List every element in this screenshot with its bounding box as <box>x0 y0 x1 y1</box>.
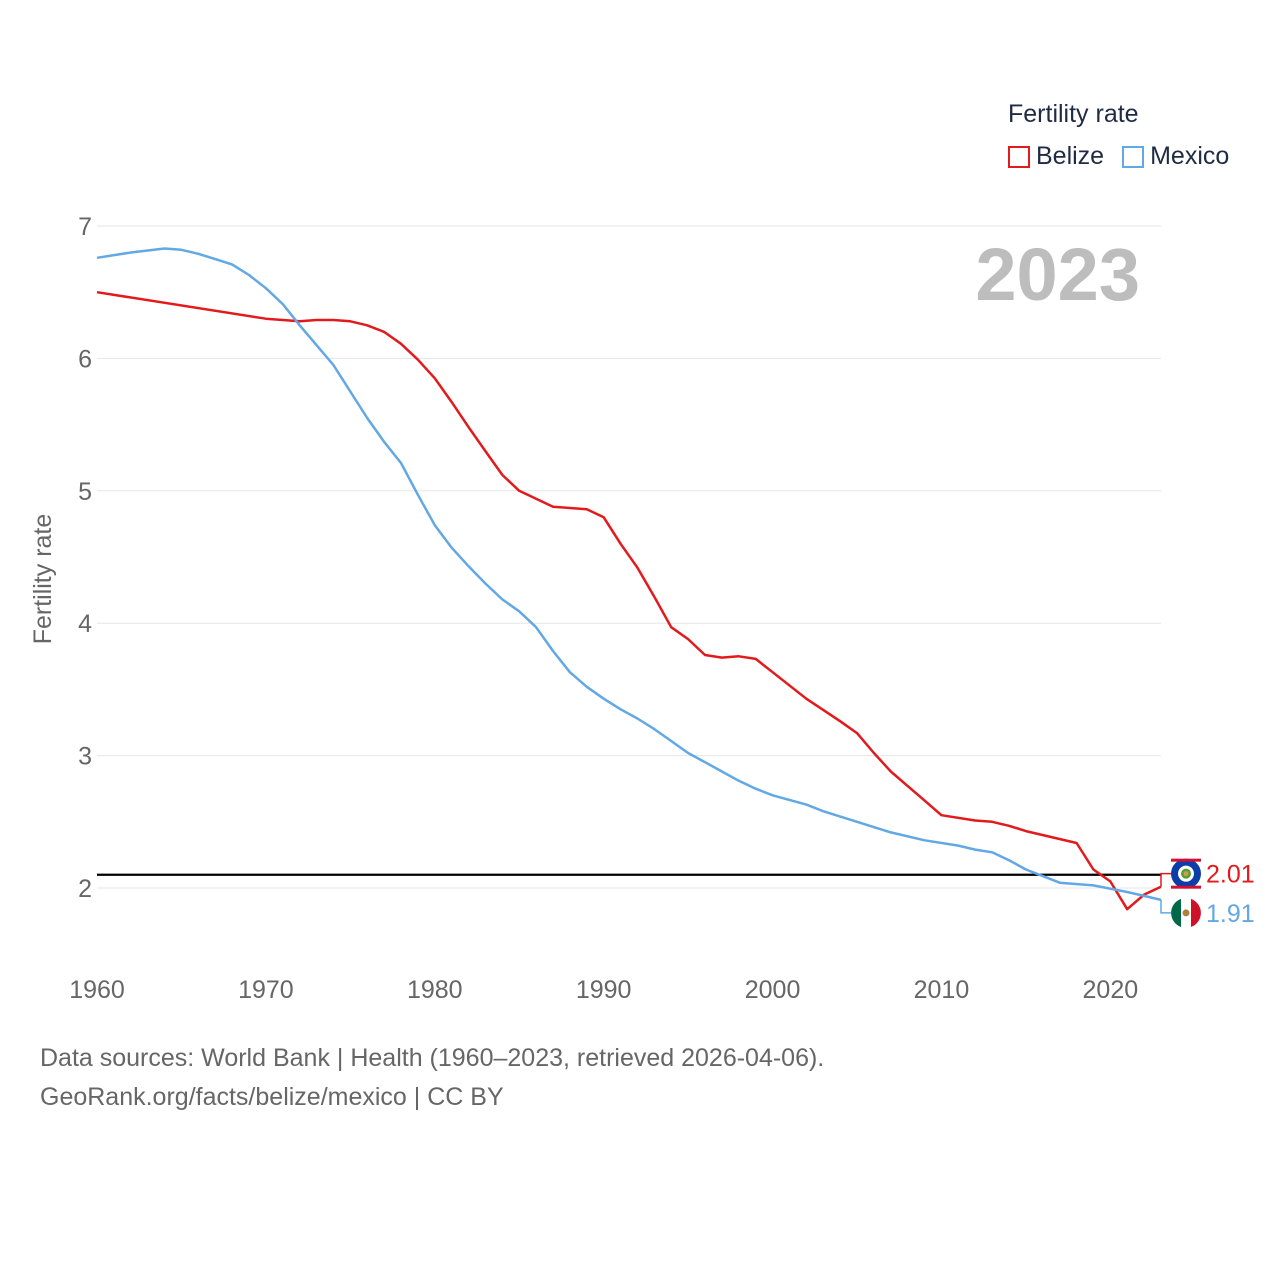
y-axis-label: Fertility rate <box>29 514 57 645</box>
x-tick-label: 1990 <box>576 976 632 1004</box>
mexico-flag-icon <box>1171 897 1201 928</box>
x-tick-label: 2020 <box>1083 976 1139 1004</box>
flag-green-band <box>1171 898 1181 928</box>
legend-title: Fertility rate <box>1008 100 1139 128</box>
x-tick-label: 1960 <box>69 976 125 1004</box>
y-tick-label: 7 <box>78 213 92 241</box>
x-tick-label: 1970 <box>238 976 294 1004</box>
y-tick-label: 2 <box>78 875 92 903</box>
end-connector-belize <box>1160 872 1171 887</box>
flag-emblem <box>1182 909 1190 917</box>
legend-label-mexico: Mexico <box>1150 142 1230 170</box>
series-line-mexico[interactable] <box>96 247 1162 902</box>
year-label: 2023 <box>975 233 1140 316</box>
belize-flag-icon <box>1171 858 1201 889</box>
grid-lines <box>97 225 1161 889</box>
y-tick-label: 6 <box>78 345 92 373</box>
x-tick-label: 2010 <box>914 976 970 1004</box>
end-connector-mexico <box>1160 899 1171 914</box>
legend-label-belize: Belize <box>1036 142 1105 170</box>
y-tick-label: 5 <box>78 478 92 506</box>
source-url[interactable]: GeoRank.org/facts/belize/mexico | CC BY <box>40 1083 504 1111</box>
legend-item-belize[interactable]: Belize <box>1008 142 1104 171</box>
flag-stripe-bottom <box>1171 885 1201 889</box>
data-source-note: Data sources: World Bank | Health (1960–… <box>40 1044 825 1072</box>
flag-red-band <box>1191 898 1201 928</box>
y-tick-label: 3 <box>78 743 92 771</box>
legend-swatch-belize <box>1008 145 1030 168</box>
end-value-mexico: 1.91 <box>1206 900 1255 928</box>
series-group <box>96 247 1162 911</box>
legend-item-mexico[interactable]: Mexico <box>1122 142 1229 171</box>
x-tick-label: 1980 <box>407 976 463 1004</box>
y-tick-label: 4 <box>78 610 92 638</box>
x-axis-ticks: 1960 1970 1980 1990 2000 2010 2020 <box>69 976 1138 1004</box>
series-line-belize[interactable] <box>96 290 1162 911</box>
legend: Belize Mexico <box>1008 142 1229 171</box>
end-value-belize: 2.01 <box>1206 861 1255 889</box>
flag-stripe-top <box>1171 858 1201 862</box>
legend-swatch-mexico <box>1122 145 1145 168</box>
flag-emblem-core <box>1183 871 1189 877</box>
series-end-labels: 2.01 1.91 <box>1160 858 1255 928</box>
x-tick-label: 2000 <box>745 976 801 1004</box>
y-axis-ticks: 2 3 4 5 6 7 <box>78 213 92 903</box>
